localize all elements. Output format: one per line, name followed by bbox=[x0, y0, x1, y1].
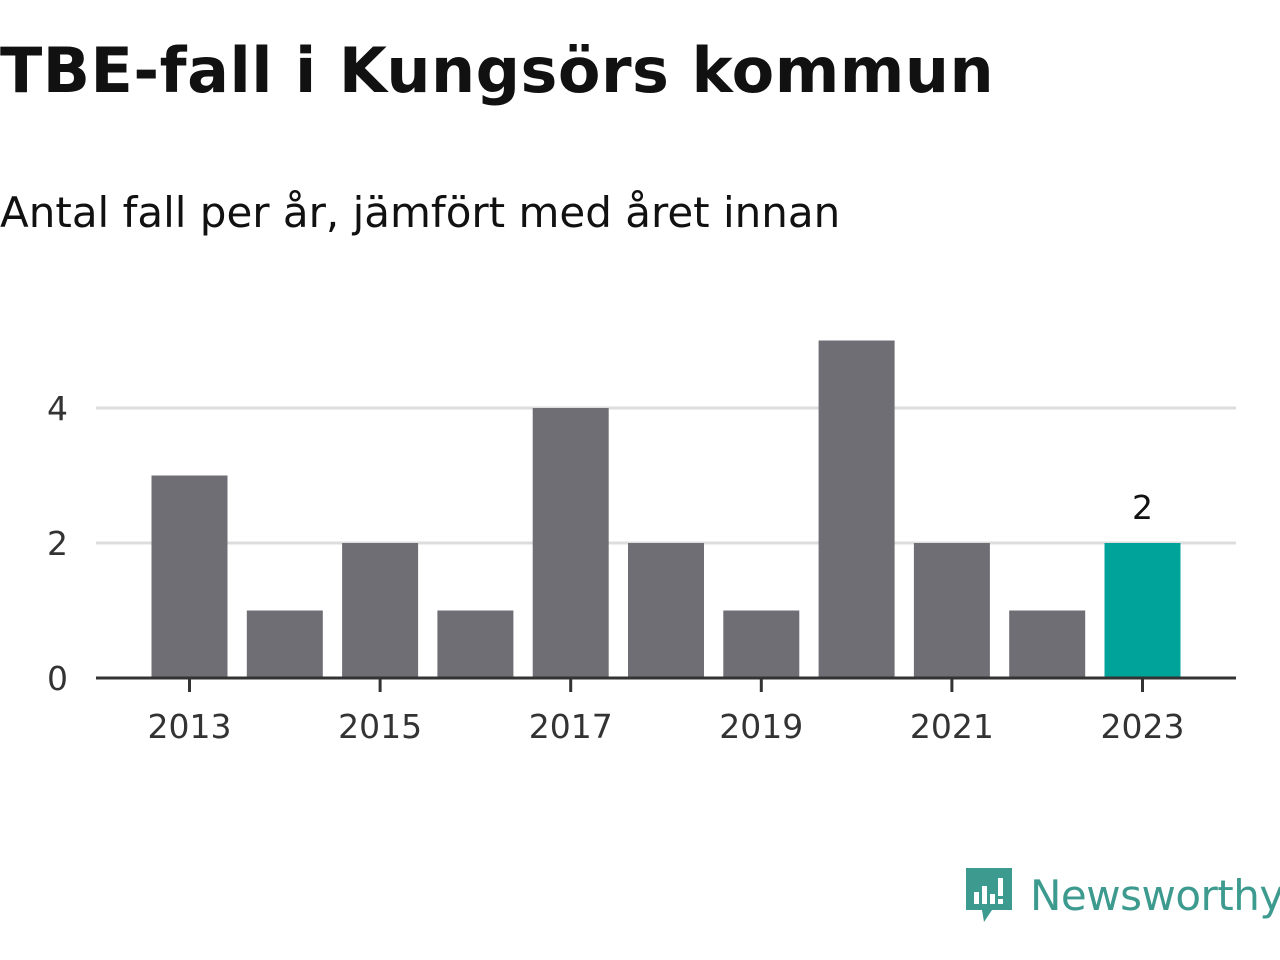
chart-title: TBE-fall i Kungsörs kommun bbox=[0, 34, 995, 107]
x-tick-label-2015: 2015 bbox=[338, 707, 422, 746]
newsworthy-logo-icon bbox=[966, 868, 1012, 922]
bar-2013 bbox=[151, 475, 228, 678]
bar-2021 bbox=[913, 543, 990, 678]
tick-labels: 0 2 4 2 2013 2015 2017 2019 2021 2023 bbox=[47, 389, 1184, 746]
bar-2016 bbox=[437, 610, 514, 678]
y-tick-label-4: 4 bbox=[47, 389, 68, 428]
bar-2017 bbox=[532, 408, 609, 678]
x-tick-label-2019: 2019 bbox=[719, 707, 803, 746]
y-tick-label-2: 2 bbox=[47, 524, 68, 563]
axes bbox=[96, 676, 1236, 692]
x-tick-label-2013: 2013 bbox=[148, 707, 232, 746]
bars bbox=[151, 340, 1181, 678]
bar-2022 bbox=[1009, 610, 1086, 678]
x-tick-label-2017: 2017 bbox=[529, 707, 613, 746]
brand-logo: Newsworthy bbox=[962, 862, 1280, 928]
chart-subtitle: Antal fall per år, jämfört med året inna… bbox=[0, 188, 841, 237]
bar-2015 bbox=[342, 543, 419, 678]
x-tick-label-2021: 2021 bbox=[910, 707, 994, 746]
gridlines bbox=[96, 406, 1236, 545]
y-tick-label-0: 0 bbox=[47, 659, 68, 698]
x-tick-label-2023: 2023 bbox=[1101, 707, 1185, 746]
bar-2014 bbox=[246, 610, 323, 678]
data-label-2023: 2 bbox=[1132, 488, 1153, 527]
brand-name: Newsworthy bbox=[1030, 870, 1280, 920]
bar-2020 bbox=[818, 340, 895, 678]
bar-chart: 0 2 4 2 2013 2015 2017 2019 2021 2023 bbox=[47, 340, 1236, 746]
bar-2019 bbox=[723, 610, 800, 678]
bar-2023 bbox=[1104, 543, 1181, 678]
bar-2018 bbox=[628, 543, 704, 678]
